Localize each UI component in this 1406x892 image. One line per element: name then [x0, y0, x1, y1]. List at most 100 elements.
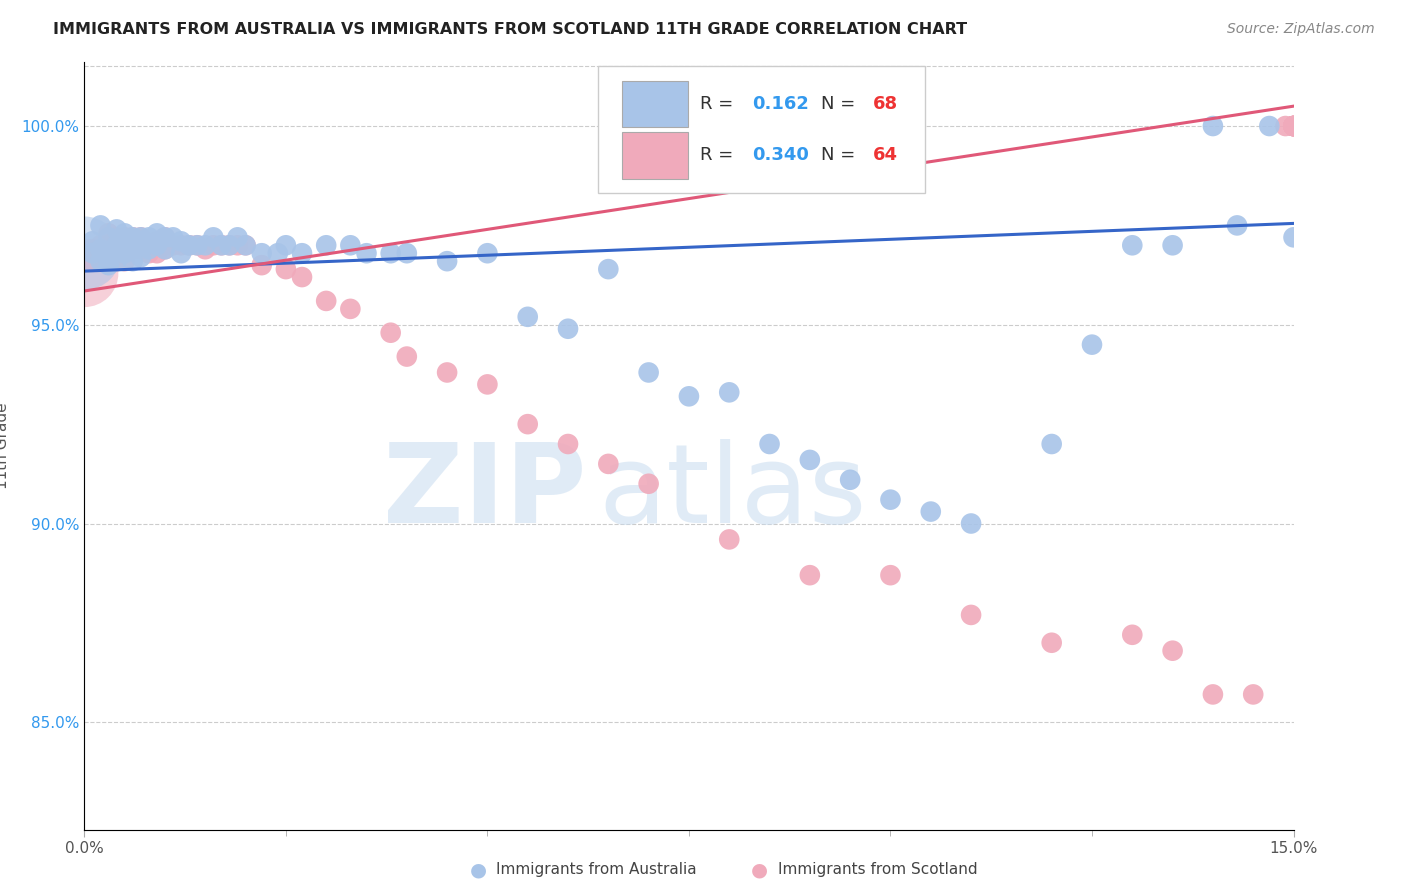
Point — [82, 246, 104, 260]
Point — [114, 230, 136, 244]
Point — [105, 242, 128, 256]
Text: ZIP: ZIP — [382, 439, 586, 546]
Point — [1258, 119, 1281, 133]
Point — [1161, 238, 1184, 252]
Point — [879, 492, 901, 507]
Point — [291, 270, 314, 285]
Point — [380, 326, 402, 340]
Point — [1241, 687, 1264, 701]
Text: 68: 68 — [873, 95, 898, 113]
Point — [146, 246, 169, 260]
Point — [718, 385, 741, 400]
Point — [114, 242, 136, 256]
Point — [395, 350, 418, 364]
Point — [114, 246, 136, 260]
Point — [121, 242, 143, 256]
Point — [170, 235, 193, 249]
Point — [129, 242, 152, 256]
Point — [339, 301, 361, 316]
Point — [97, 238, 120, 252]
Point — [356, 246, 378, 260]
Point — [105, 254, 128, 268]
Point — [315, 293, 337, 308]
Point — [1040, 636, 1063, 650]
Point — [97, 246, 120, 260]
Point — [73, 246, 96, 260]
Text: Source: ZipAtlas.com: Source: ZipAtlas.com — [1227, 22, 1375, 37]
Point — [637, 366, 659, 380]
Point — [170, 246, 193, 260]
Point — [82, 242, 104, 256]
Point — [179, 238, 201, 252]
Point — [121, 230, 143, 244]
Point — [1274, 119, 1296, 133]
Point — [153, 242, 176, 256]
Point — [89, 238, 111, 252]
Point — [799, 453, 821, 467]
Point — [1161, 643, 1184, 657]
Point — [186, 238, 208, 252]
Point — [799, 568, 821, 582]
Point — [114, 227, 136, 241]
Point — [97, 230, 120, 244]
Point — [339, 238, 361, 252]
Point — [105, 254, 128, 268]
Text: R =: R = — [700, 95, 738, 113]
Point — [235, 238, 257, 252]
Point — [1040, 437, 1063, 451]
Point — [146, 227, 169, 241]
Point — [1121, 238, 1143, 252]
Point — [436, 254, 458, 268]
Point — [598, 457, 620, 471]
Point — [82, 235, 104, 249]
Point — [960, 607, 983, 622]
Point — [557, 437, 579, 451]
Point — [202, 238, 225, 252]
Point — [879, 568, 901, 582]
Point — [226, 230, 249, 244]
Point — [267, 246, 290, 260]
Point — [153, 242, 176, 256]
Text: ●: ● — [470, 860, 486, 880]
Point — [162, 238, 184, 252]
Point — [89, 250, 111, 264]
Point — [105, 238, 128, 252]
Text: ●: ● — [751, 860, 768, 880]
FancyBboxPatch shape — [623, 80, 688, 128]
Point — [129, 238, 152, 252]
Point — [179, 238, 201, 252]
Text: Immigrants from Australia: Immigrants from Australia — [496, 863, 697, 877]
Point — [718, 533, 741, 547]
Point — [226, 238, 249, 252]
Point — [121, 242, 143, 256]
Point — [218, 238, 240, 252]
Point — [138, 246, 160, 260]
Point — [920, 505, 942, 519]
Point — [1282, 119, 1305, 133]
Point — [1282, 119, 1305, 133]
Y-axis label: 11th Grade: 11th Grade — [0, 402, 10, 490]
Point — [202, 230, 225, 244]
Point — [516, 310, 538, 324]
Point — [114, 238, 136, 252]
Point — [395, 246, 418, 260]
Text: Immigrants from Scotland: Immigrants from Scotland — [778, 863, 977, 877]
Point — [162, 230, 184, 244]
Point — [89, 219, 111, 233]
Point — [82, 254, 104, 268]
Text: N =: N = — [821, 95, 860, 113]
Point — [194, 242, 217, 256]
Text: IMMIGRANTS FROM AUSTRALIA VS IMMIGRANTS FROM SCOTLAND 11TH GRADE CORRELATION CHA: IMMIGRANTS FROM AUSTRALIA VS IMMIGRANTS … — [53, 22, 967, 37]
Point — [1282, 230, 1305, 244]
Point — [89, 254, 111, 268]
Point — [380, 246, 402, 260]
Point — [291, 246, 314, 260]
Point — [960, 516, 983, 531]
Point — [129, 230, 152, 244]
Point — [121, 230, 143, 244]
Point — [1282, 119, 1305, 133]
Text: 64: 64 — [873, 146, 898, 164]
Point — [89, 242, 111, 256]
Point — [105, 230, 128, 244]
Point — [121, 254, 143, 268]
